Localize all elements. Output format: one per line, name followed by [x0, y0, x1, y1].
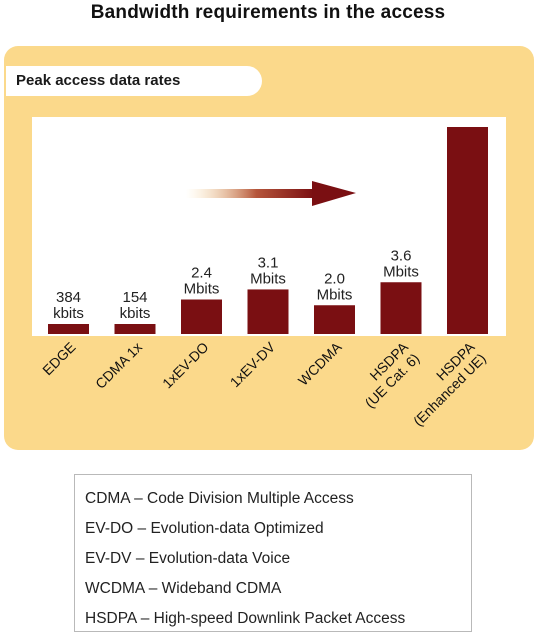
- trend-arrow: [186, 181, 356, 206]
- bar-value-label: 2.0: [324, 270, 345, 287]
- category-label: HSDPA(UE Cat. 6): [350, 338, 423, 411]
- category-label-line: 1xEV-DV: [227, 338, 279, 390]
- category-label-line: 1xEV-DO: [159, 339, 212, 392]
- legend-item-cdma: CDMA – Code Division Multiple Access: [85, 490, 354, 507]
- category-label: 1xEV-DV: [227, 338, 279, 390]
- bar-value-label: 3.6: [391, 247, 412, 264]
- bar-0: [48, 324, 89, 334]
- bar-4: [314, 305, 355, 334]
- bar-5: [380, 282, 422, 334]
- bar-2: [181, 299, 222, 334]
- legend-item-ev-dv: EV-DV – Evolution-data Voice: [85, 550, 291, 567]
- bar-value-label: Mbits: [383, 263, 419, 280]
- category-label: 1xEV-DO: [159, 339, 212, 392]
- chart-subtitle: Peak access data rates: [6, 66, 262, 96]
- legend-item-wcdma: WCDMA – Wideband CDMA: [85, 580, 282, 597]
- bar-1: [114, 324, 156, 334]
- bar-6: [447, 127, 488, 334]
- bar-3: [247, 289, 289, 334]
- bar-value-label: Mbits: [317, 286, 353, 303]
- category-label: WCDMA: [295, 338, 345, 388]
- category-label: EDGE: [39, 339, 78, 378]
- category-label: CDMA 1x: [92, 339, 145, 392]
- legend-item-hsdpa: HSDPA – High-speed Downlink Packet Acces…: [85, 610, 406, 627]
- category-label-line: CDMA 1x: [92, 339, 145, 392]
- bar-value-label: 3.1: [258, 254, 279, 271]
- bar-value-label: Mbits: [184, 281, 220, 298]
- bar-value-label: 154: [122, 289, 147, 306]
- bar-value-label: kbits: [120, 305, 151, 322]
- bar-value-label: 2.4: [191, 265, 212, 282]
- bar-value-label: kbits: [53, 305, 84, 322]
- category-label-line: EDGE: [39, 339, 78, 378]
- bar-value-label: 384: [56, 289, 81, 306]
- bar-value-label: Mbits: [250, 270, 286, 287]
- legend-item-ev-do: EV-DO – Evolution-data Optimized: [85, 520, 324, 537]
- category-label-line: WCDMA: [295, 338, 345, 388]
- chart-title: Bandwidth requirements in the access: [90, 2, 446, 23]
- abbreviation-legend: CDMA – Code Division Multiple Access EV-…: [74, 474, 472, 632]
